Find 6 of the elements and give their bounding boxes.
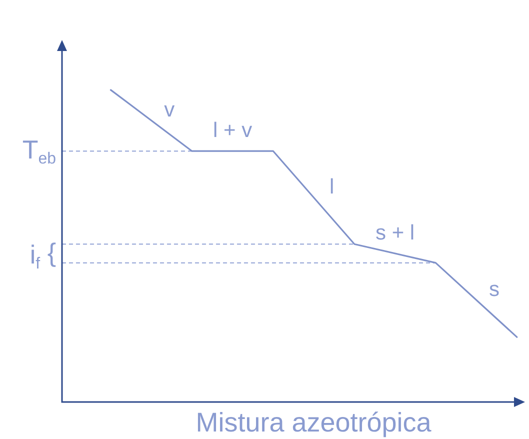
x-axis-title: Mistura azeotrópica (196, 407, 432, 438)
annotation: s + l (375, 221, 415, 244)
annotation: l (329, 175, 334, 198)
annotation: v (164, 98, 176, 122)
annotation: l + v (213, 118, 253, 142)
annotation: s (489, 278, 500, 301)
